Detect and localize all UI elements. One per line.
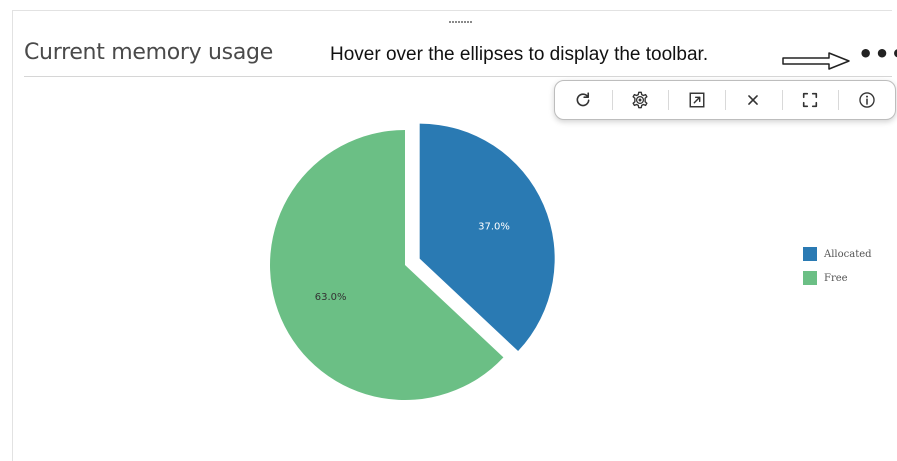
close-icon (748, 95, 759, 105)
drag-handle[interactable] (449, 20, 473, 23)
panel-top-border (12, 10, 892, 11)
pie-slice-free[interactable] (270, 130, 504, 400)
legend-swatch (803, 247, 817, 261)
refresh-icon (576, 92, 590, 107)
info-icon (858, 92, 875, 108)
fullscreen-icon (802, 92, 818, 108)
open-in-new-icon (689, 92, 705, 108)
info-button[interactable] (838, 81, 895, 119)
panel-title: Current memory usage (24, 40, 273, 65)
legend-item-allocated[interactable]: Allocated (803, 246, 872, 262)
settings-button[interactable] (611, 81, 669, 119)
legend-label: Allocated (824, 248, 872, 260)
chart-legend: Allocated Free (803, 246, 872, 294)
legend-label: Free (824, 272, 848, 284)
widget-toolbar (554, 80, 896, 120)
gear-icon (632, 91, 648, 109)
ellipsis-menu-icon[interactable]: ••• (858, 40, 897, 68)
legend-swatch (803, 271, 817, 285)
open-external-button[interactable] (668, 81, 725, 119)
refresh-button[interactable] (555, 81, 612, 119)
pie-slice-allocated[interactable] (419, 123, 555, 352)
legend-item-free[interactable]: Free (803, 270, 872, 286)
title-divider (24, 76, 892, 77)
close-button[interactable] (725, 81, 782, 119)
hint-annotation: Hover over the ellipses to display the t… (330, 44, 709, 65)
panel-left-border (12, 10, 13, 461)
arrow-right-icon (782, 52, 850, 70)
fullscreen-button[interactable] (781, 81, 839, 119)
